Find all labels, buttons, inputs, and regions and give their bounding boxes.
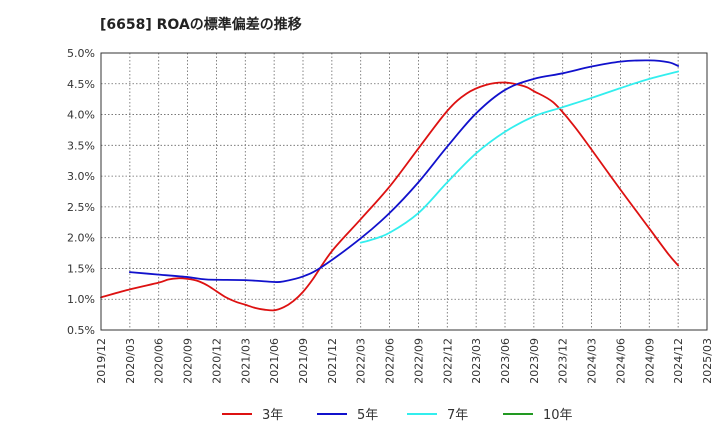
legend-label: 7年 [447,408,468,423]
plot-frame [100,52,708,331]
x-tick-label: 2021/09 [297,338,310,384]
x-tick-label: 2023/12 [557,338,570,384]
x-tick-label: 2020/12 [210,338,223,384]
x-tick-label: 2023/03 [470,338,483,384]
y-tick-label: 3.5% [67,139,95,152]
x-tick-label: 2024/12 [672,338,685,384]
y-tick-label: 5.0% [67,47,95,60]
y-tick-label: 2.5% [67,201,95,214]
x-tick-label: 2019/12 [95,338,108,384]
legend-label: 3年 [262,408,283,423]
x-tick-label: 2024/03 [586,338,599,384]
y-tick-label: 1.5% [67,262,95,275]
series-line-1 [100,81,680,312]
x-tick-label: 2022/06 [384,338,397,384]
x-tick-label: 2021/03 [239,338,252,384]
grid-layer [100,52,708,331]
x-tick-label: 2024/06 [614,338,627,384]
chart-title: [6658] ROAの標準偏差の推移 [100,17,302,33]
x-tick-label: 2024/09 [643,338,656,384]
x-tick-label: 2020/03 [124,338,137,384]
x-tick-label: 2023/09 [528,338,541,384]
x-tick-label: 2021/12 [326,338,339,384]
x-tick-label: 2021/06 [268,338,281,384]
x-tick-label: 2022/12 [441,338,454,384]
legend-label: 5年 [357,408,378,423]
series-line-3 [359,70,680,244]
y-tick-label: 1.0% [67,293,95,306]
y-tick-label: 3.0% [67,170,95,183]
series-line-2 [128,59,680,284]
series-layer [100,59,680,312]
x-tick-label: 2020/06 [153,338,166,384]
x-tick-label: 2022/09 [412,338,425,384]
legend-label: 10年 [543,408,573,423]
y-axis-tick-labels: 0.5% 1.0% 1.5% 2.0% 2.5% 3.0% 3.5% 4.0% 4.5% 5.0% [67,47,95,337]
x-tick-label: 2025/03 [701,338,714,384]
y-tick-label: 2.0% [67,232,95,245]
x-tick-label: 2020/09 [182,338,195,384]
y-tick-label: 4.5% [67,78,95,91]
legend: 3年 5年 7年 10年 [222,408,573,423]
x-tick-label: 2022/03 [355,338,368,384]
y-tick-label: 4.0% [67,109,95,122]
x-axis-tick-labels: 2019/12 2020/03 2020/06 2020/09 2020/12 2021/… [95,338,714,384]
y-tick-label: 0.5% [67,324,95,337]
x-tick-label: 2023/06 [499,338,512,384]
